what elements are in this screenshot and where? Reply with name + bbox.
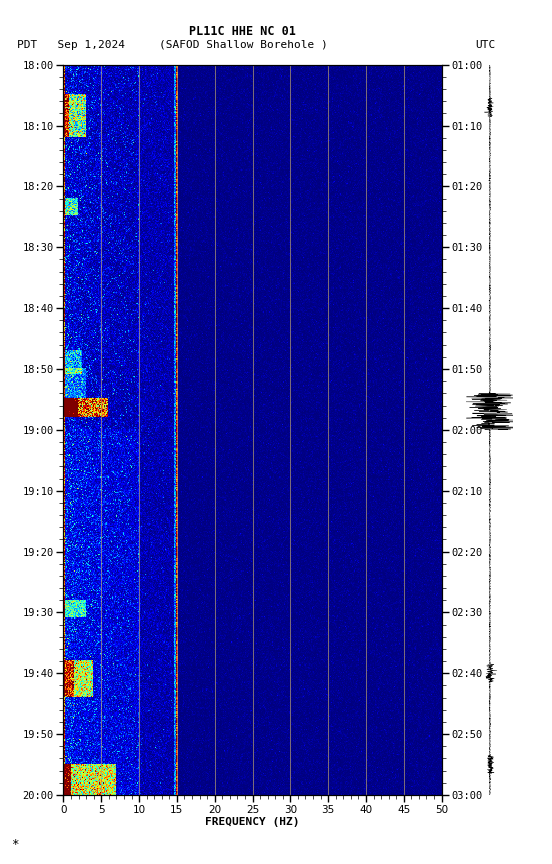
Text: (SAFOD Shallow Borehole ): (SAFOD Shallow Borehole ) <box>158 40 327 50</box>
X-axis label: FREQUENCY (HZ): FREQUENCY (HZ) <box>205 817 300 828</box>
Text: *: * <box>11 838 19 851</box>
Text: UTC: UTC <box>476 40 496 50</box>
Text: PDT   Sep 1,2024: PDT Sep 1,2024 <box>17 40 125 50</box>
Text: PL11C HHE NC 01: PL11C HHE NC 01 <box>189 25 296 39</box>
